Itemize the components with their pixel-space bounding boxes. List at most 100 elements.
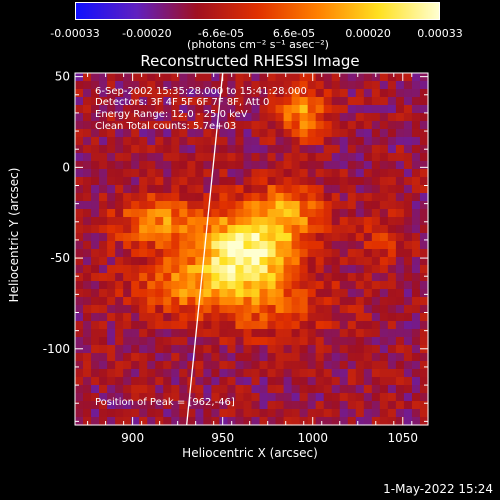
heatmap-cell [419, 121, 429, 130]
heatmap-cell [315, 73, 325, 82]
heatmap-cell [291, 305, 301, 314]
heatmap-cell [251, 417, 261, 426]
heatmap-cell [227, 153, 237, 162]
heatmap-cell [379, 353, 389, 362]
heatmap-cell [323, 209, 333, 218]
heatmap-cell [99, 73, 108, 82]
heatmap-cell [243, 217, 253, 226]
heatmap-cell [171, 369, 180, 378]
heatmap-cell [203, 153, 212, 162]
heatmap-cell [83, 209, 92, 218]
heatmap-cell [243, 89, 253, 98]
heatmap-cell [211, 361, 221, 370]
heatmap-cell [187, 353, 196, 362]
heatmap-cell [371, 409, 381, 418]
heatmap-cell [395, 137, 405, 146]
heatmap-cell [347, 273, 357, 282]
heatmap-cell [91, 153, 100, 162]
heatmap-cell [83, 297, 92, 306]
heatmap-cell [99, 289, 108, 298]
heatmap-cell [91, 265, 100, 274]
heatmap-cell [283, 241, 293, 250]
heatmap-cell [155, 401, 164, 410]
heatmap-cell [179, 177, 188, 186]
heatmap-cell [419, 377, 429, 386]
heatmap-cell [235, 385, 245, 394]
heatmap-cell [187, 345, 196, 354]
heatmap-cell [323, 73, 333, 82]
heatmap-cell [275, 113, 285, 122]
heatmap-cell [355, 201, 365, 210]
heatmap-cell [267, 233, 277, 242]
heatmap-cell [179, 337, 188, 346]
heatmap-cell [283, 113, 293, 122]
heatmap-cell [123, 177, 132, 186]
heatmap-cell [171, 105, 180, 114]
heatmap-cell [75, 393, 84, 402]
heatmap-cell [331, 249, 341, 258]
heatmap-cell [195, 257, 204, 266]
heatmap-cell [379, 289, 389, 298]
heatmap-cell [387, 97, 397, 106]
heatmap-cell [283, 409, 293, 418]
heatmap-cell [371, 345, 381, 354]
heatmap-cell [75, 161, 84, 170]
heatmap-cell [83, 153, 92, 162]
heatmap-cell [411, 89, 421, 98]
heatmap-cell [419, 353, 429, 362]
heatmap-cell [411, 169, 421, 178]
heatmap-cell [235, 105, 245, 114]
heatmap-cell [115, 161, 124, 170]
heatmap-cell [195, 401, 204, 410]
heatmap-cell [259, 145, 269, 154]
heatmap-cell [379, 193, 389, 202]
heatmap-cell [179, 193, 188, 202]
heatmap-cell [235, 321, 245, 330]
heatmap-cell [243, 201, 253, 210]
heatmap-cell [147, 201, 156, 210]
heatmap-cell [227, 369, 237, 378]
heatmap-cell [115, 177, 124, 186]
heatmap-cell [315, 249, 325, 258]
heatmap-cell [291, 329, 301, 338]
heatmap-cell [115, 233, 124, 242]
heatmap-cell [83, 89, 92, 98]
heatmap-cell [91, 73, 100, 82]
heatmap-cell [331, 225, 341, 234]
heatmap-cell [347, 393, 357, 402]
heatmap-cell [91, 393, 100, 402]
heatmap-cell [171, 89, 180, 98]
heatmap-cell [355, 225, 365, 234]
heatmap-cell [379, 185, 389, 194]
heatmap-cell [299, 409, 309, 418]
heatmap-cell [195, 313, 204, 322]
heatmap-cell [267, 321, 277, 330]
heatmap-cell [107, 377, 116, 386]
heatmap-cell [227, 81, 237, 90]
heatmap-cell [251, 273, 261, 282]
heatmap-cell [235, 305, 245, 314]
heatmap-cell [195, 345, 204, 354]
heatmap-cell [363, 417, 373, 426]
heatmap-cell [259, 377, 269, 386]
x-axis-label: Heliocentric X (arcsec) [182, 446, 318, 460]
heatmap-cell [323, 329, 333, 338]
heatmap-cell [99, 81, 108, 90]
heatmap-cell [235, 281, 245, 290]
heatmap-cell [195, 137, 204, 146]
heatmap-cell [299, 265, 309, 274]
heatmap-cell [75, 281, 84, 290]
heatmap-cell [227, 281, 237, 290]
heatmap-cell [395, 105, 405, 114]
heatmap-cell [307, 97, 317, 106]
heatmap-cell [219, 265, 229, 274]
heatmap-cell [131, 137, 140, 146]
heatmap-cell [107, 281, 116, 290]
heatmap-cell [355, 385, 365, 394]
heatmap-cell [75, 81, 84, 90]
heatmap-cell [363, 385, 373, 394]
heatmap-cell [307, 209, 317, 218]
heatmap-cell [411, 297, 421, 306]
heatmap-cell [235, 153, 245, 162]
heatmap-cell [307, 409, 317, 418]
